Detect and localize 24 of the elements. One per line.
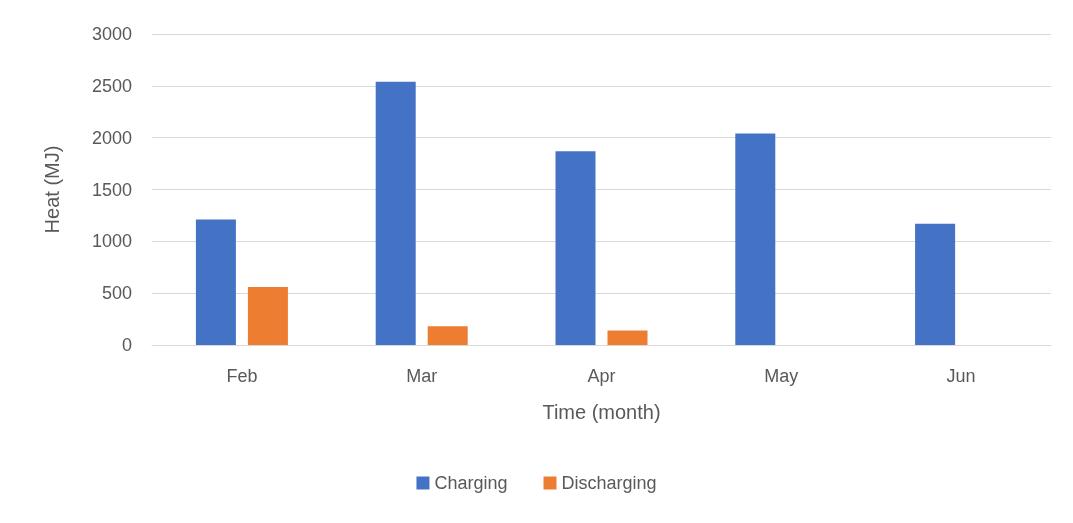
legend-label: Charging	[434, 473, 508, 493]
bar	[247, 286, 288, 345]
bar	[555, 151, 596, 345]
legend-label: Discharging	[561, 473, 657, 493]
y-axis-title: Heat (MJ)	[41, 145, 63, 234]
y-tick-label: 1500	[91, 179, 132, 200]
y-tick-label: 3000	[91, 24, 132, 44]
bar	[375, 81, 416, 345]
bar	[427, 326, 468, 345]
bar	[735, 133, 776, 345]
y-tick-label: 2500	[91, 75, 132, 96]
y-tick-label: 500	[101, 283, 132, 304]
x-tick-label: May	[764, 366, 799, 386]
x-tick-label: Jun	[946, 366, 976, 386]
x-tick-label: Apr	[587, 366, 616, 386]
bar	[607, 330, 648, 345]
y-tick-label: 0	[121, 335, 132, 355]
bar	[915, 223, 956, 345]
bar	[195, 219, 236, 345]
y-tick-label: 2000	[91, 127, 132, 148]
x-axis-title: Time (month)	[542, 401, 661, 423]
x-tick-label: Mar	[406, 366, 438, 386]
x-tick-label: Feb	[226, 366, 258, 386]
y-tick-label: 1000	[91, 231, 132, 252]
